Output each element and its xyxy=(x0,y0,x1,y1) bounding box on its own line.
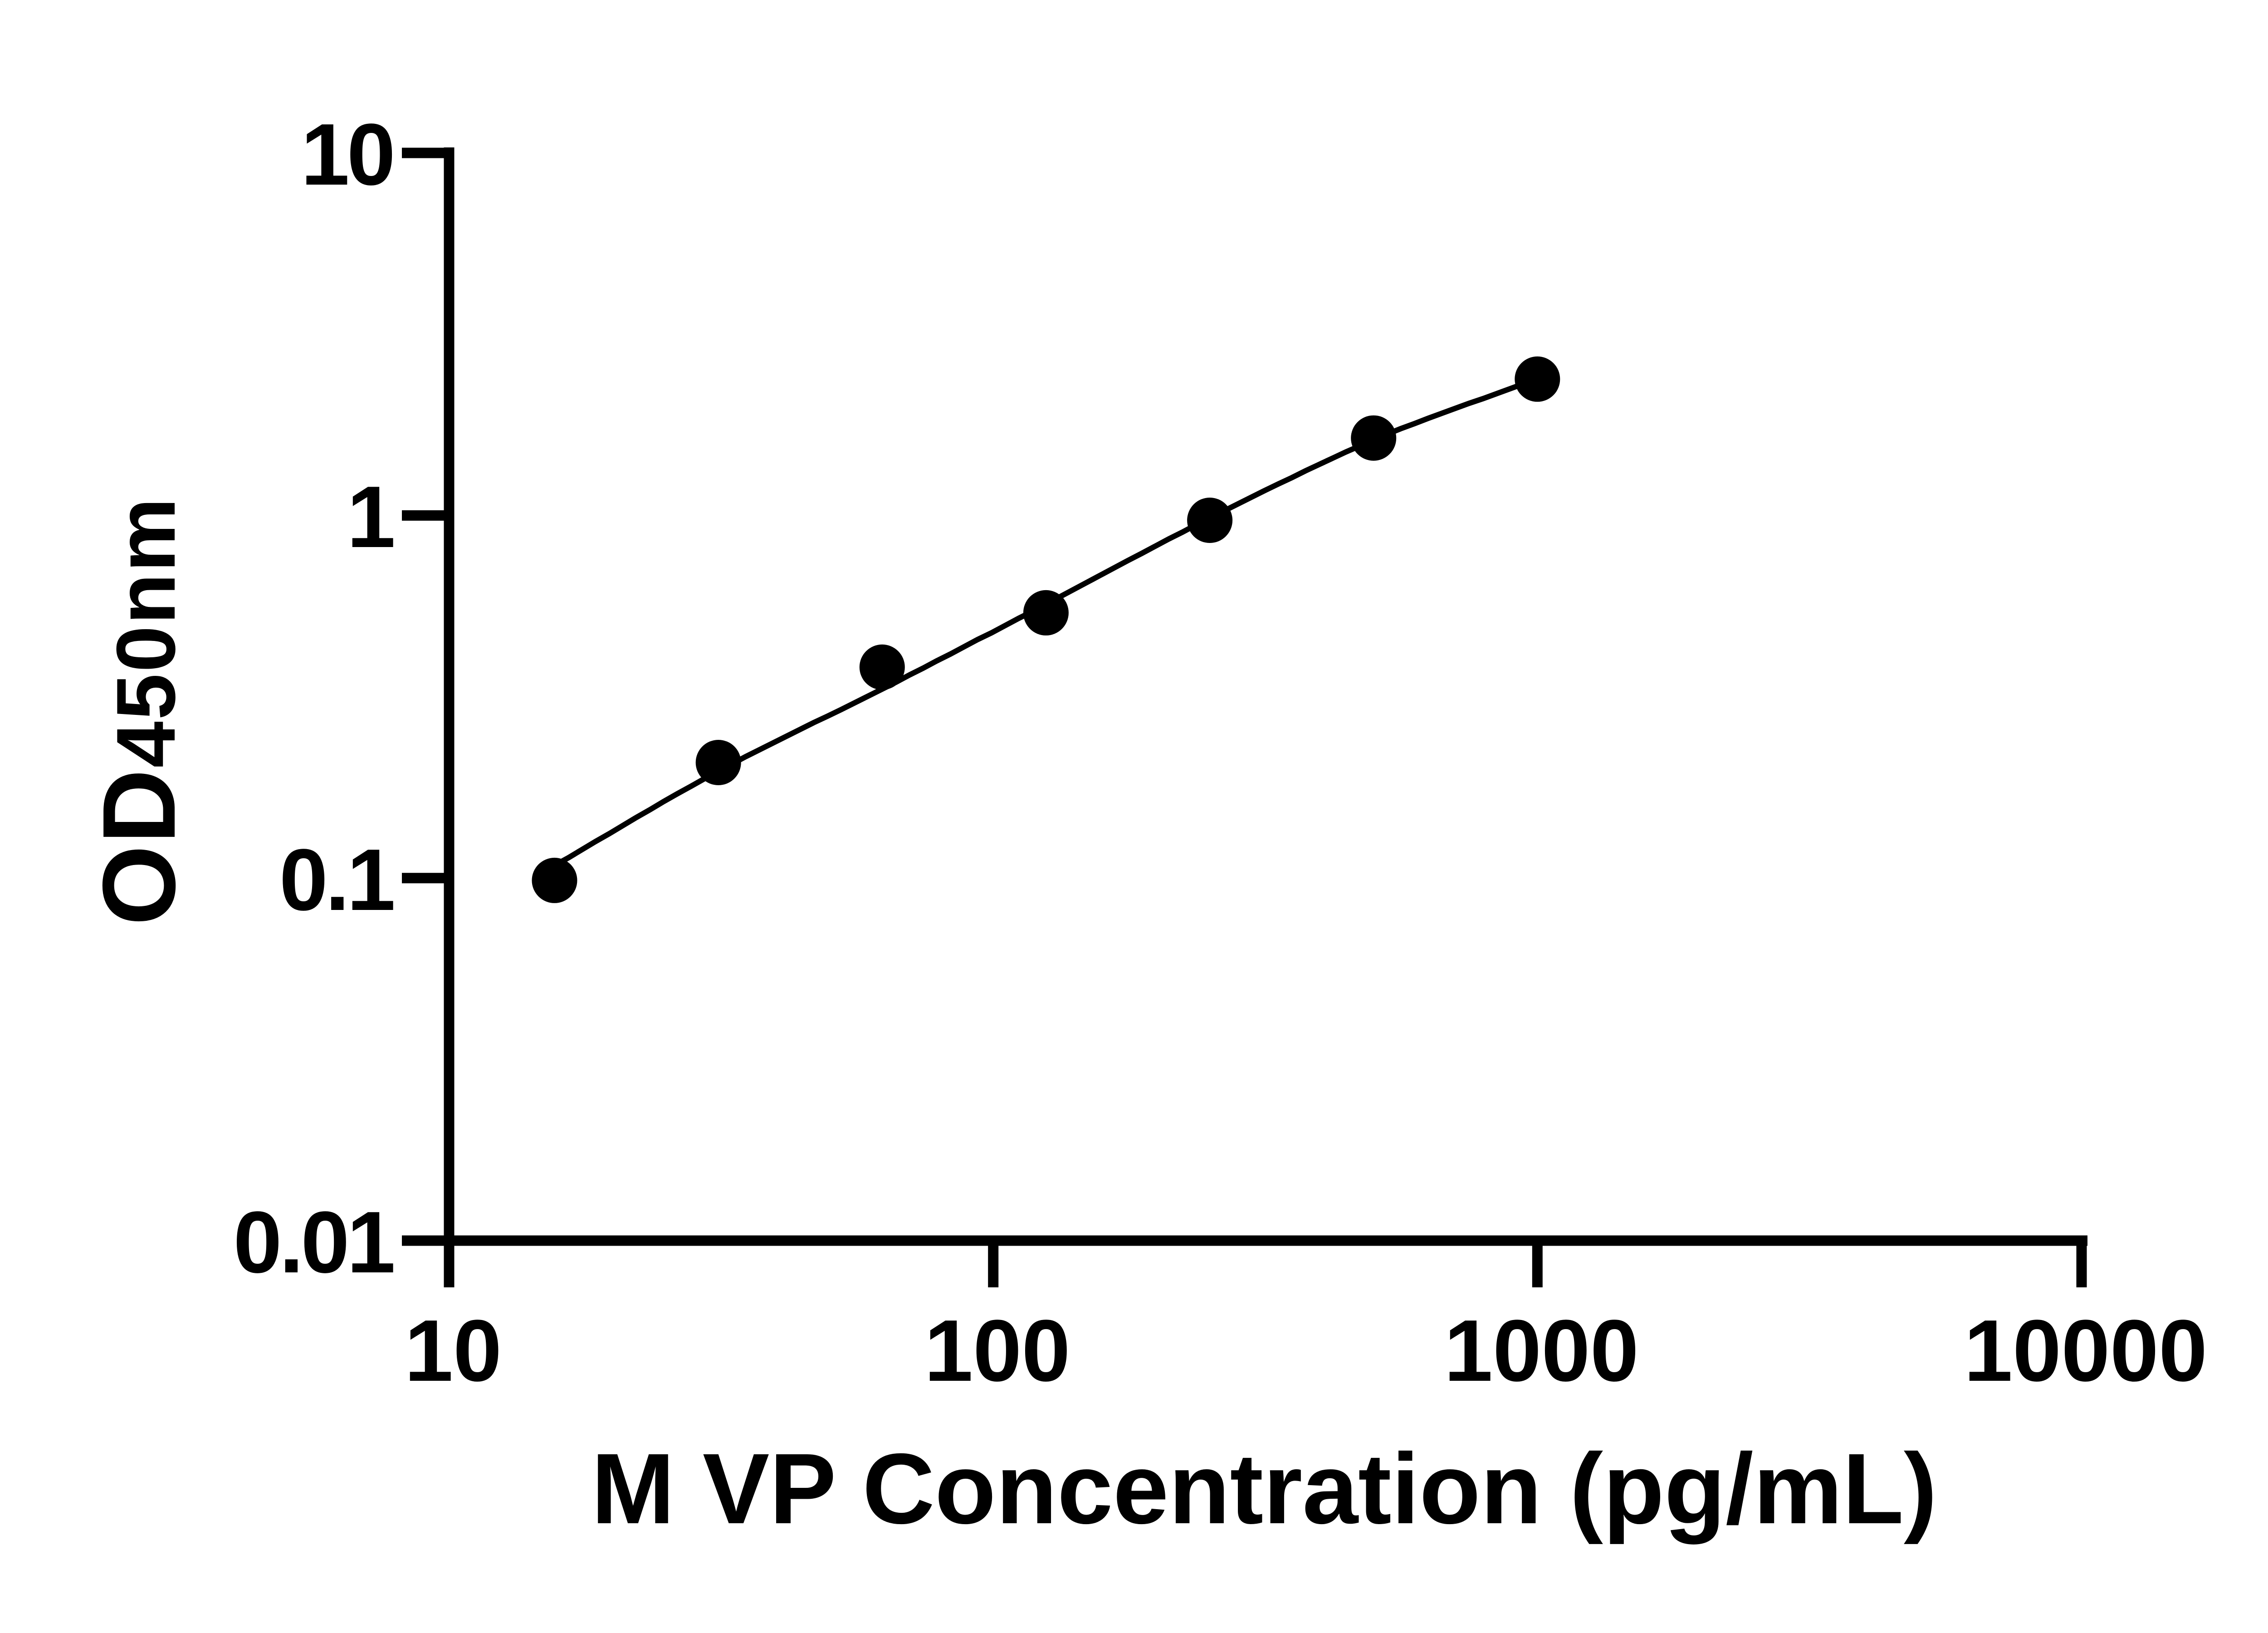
svg-text:10: 10 xyxy=(405,1301,502,1399)
svg-text:1000: 1000 xyxy=(1444,1301,1639,1399)
svg-text:10000: 10000 xyxy=(1964,1301,2208,1399)
svg-text:0.1: 0.1 xyxy=(279,831,393,929)
svg-text:100: 100 xyxy=(924,1301,1070,1399)
svg-text:0.01: 0.01 xyxy=(233,1193,393,1291)
svg-text:1: 1 xyxy=(347,468,393,566)
svg-text:OD450nm: OD450nm xyxy=(82,497,197,926)
svg-text:10: 10 xyxy=(301,105,393,203)
svg-text:M VP Concentration (pg/mL): M VP Concentration (pg/mL) xyxy=(591,1433,1937,1545)
